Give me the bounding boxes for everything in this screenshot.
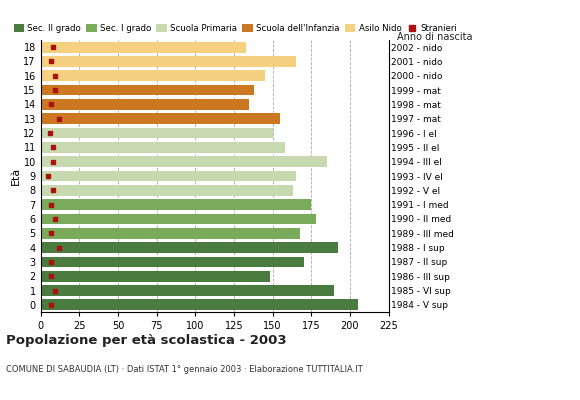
Bar <box>41 56 296 67</box>
Bar <box>41 113 280 124</box>
Bar <box>41 185 293 196</box>
Bar <box>41 99 249 110</box>
Legend: Sec. II grado, Sec. I grado, Scuola Primaria, Scuola dell'Infanzia, Asilo Nido, : Sec. II grado, Sec. I grado, Scuola Prim… <box>13 24 457 33</box>
Y-axis label: Età: Età <box>10 167 20 185</box>
Text: COMUNE DI SABAUDIA (LT) · Dati ISTAT 1° gennaio 2003 · Elaborazione TUTTITALIA.I: COMUNE DI SABAUDIA (LT) · Dati ISTAT 1° … <box>6 365 362 374</box>
Bar <box>41 228 300 239</box>
Bar <box>41 171 296 181</box>
Bar <box>41 85 254 96</box>
Bar <box>41 214 316 224</box>
Bar <box>41 199 311 210</box>
Text: Popolazione per età scolastica - 2003: Popolazione per età scolastica - 2003 <box>6 334 287 347</box>
Bar <box>41 70 265 81</box>
Bar <box>41 142 285 153</box>
Bar <box>41 285 335 296</box>
Bar <box>41 128 273 138</box>
Bar <box>41 242 338 253</box>
Bar <box>41 256 303 267</box>
Bar <box>41 300 358 310</box>
Bar <box>41 271 270 282</box>
Bar <box>41 42 246 52</box>
Bar <box>41 156 327 167</box>
Text: Anno di nascita: Anno di nascita <box>397 32 473 42</box>
